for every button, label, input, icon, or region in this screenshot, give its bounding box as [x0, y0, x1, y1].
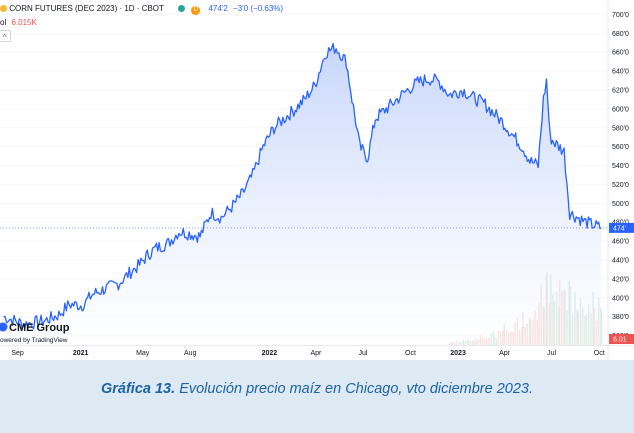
chevron-up-icon: ^ — [2, 33, 7, 42]
y-tick-label: 560'0 — [612, 144, 629, 151]
volume-tag — [609, 334, 634, 344]
price-area — [3, 43, 602, 345]
y-tick-label: 400'0 — [612, 295, 629, 302]
y-tick-label: 700'0 — [612, 12, 629, 19]
volume-value: 6.015K — [11, 18, 37, 27]
delayed-badge: D — [191, 6, 201, 15]
powered-by-text: owered by TradingView — [0, 337, 68, 344]
collapse-button[interactable]: ^ — [0, 30, 11, 42]
y-tick-label: 380'0 — [612, 314, 629, 321]
chart-frame: 700'0 680'0 660'0 640'0 620'0 600'0 580'0 560'0… — [0, 0, 634, 360]
axis-tags: 474' 6.01 — [609, 222, 634, 344]
x-tick-label: May — [136, 350, 150, 357]
x-tick-label: Apr — [499, 350, 511, 357]
y-tick-label: 640'0 — [612, 69, 629, 76]
volume-legend: ol 6.015K — [0, 18, 37, 27]
price-line — [3, 42, 602, 330]
x-tick-label: Oct — [594, 350, 605, 357]
y-tick-label: 620'0 — [612, 88, 629, 95]
price-axis[interactable]: 700'0 680'0 660'0 640'0 620'0 600'0 580'0 560'0… — [612, 12, 629, 340]
x-tick-label: Sep — [11, 350, 24, 357]
y-tick-label: 600'0 — [612, 106, 629, 113]
price-change: −3'0 (−0.63%) — [233, 4, 284, 13]
y-tick-label: 420'0 — [612, 276, 629, 283]
x-tick-label: Aug — [184, 350, 197, 357]
x-tick-label: 2022 — [262, 350, 278, 357]
x-tick-label: Apr — [310, 350, 322, 357]
caption-text: Evolución precio maíz en Chicago, vto di… — [179, 381, 534, 397]
cme-logo-text: CME Group — [9, 322, 70, 334]
symbol-title[interactable]: CORN FUTURES (DEC 2023) · 1D · CBOT — [9, 4, 164, 13]
y-tick-label: 680'0 — [612, 31, 629, 38]
volume-label: ol — [0, 18, 7, 27]
x-tick-label: Jul — [358, 350, 367, 357]
time-axis[interactable]: Sep 2021 May Aug 2022 Apr Jul Oct 2023 Apr Jul Oct — [11, 350, 604, 357]
x-tick-label: Jul — [547, 350, 556, 357]
caption-prefix: Gráfica 13. — [100, 381, 176, 397]
last-price-tag-text: 474' — [613, 225, 626, 232]
symbol-icon — [0, 5, 7, 12]
legend-row: CORN FUTURES (DEC 2023) · 1D · CBOT D 47… — [0, 4, 283, 15]
x-tick-label: Oct — [405, 350, 416, 357]
x-tick-label: 2021 — [73, 350, 89, 357]
y-tick-label: 500'0 — [612, 201, 629, 208]
cme-logo: CME Group owered by TradingView — [0, 322, 70, 344]
y-tick-label: 580'0 — [612, 125, 629, 132]
y-tick-label: 460'0 — [612, 239, 629, 246]
volume-tag-text: 6.01 — [613, 337, 627, 344]
y-tick-label: 660'0 — [612, 50, 629, 57]
last-price: 474'2 — [208, 4, 228, 13]
y-tick-label: 520'0 — [612, 182, 629, 189]
price-chart[interactable]: 700'0 680'0 660'0 640'0 620'0 600'0 580'0 560'0… — [0, 0, 634, 360]
y-tick-label: 540'0 — [612, 163, 629, 170]
market-status-icon — [178, 5, 186, 12]
last-price-tag — [609, 222, 634, 233]
y-tick-label: 440'0 — [612, 258, 629, 265]
x-tick-label: 2023 — [450, 350, 466, 357]
figure-caption: Gráfica 13. Evolución precio maíz en Chi… — [0, 380, 634, 399]
